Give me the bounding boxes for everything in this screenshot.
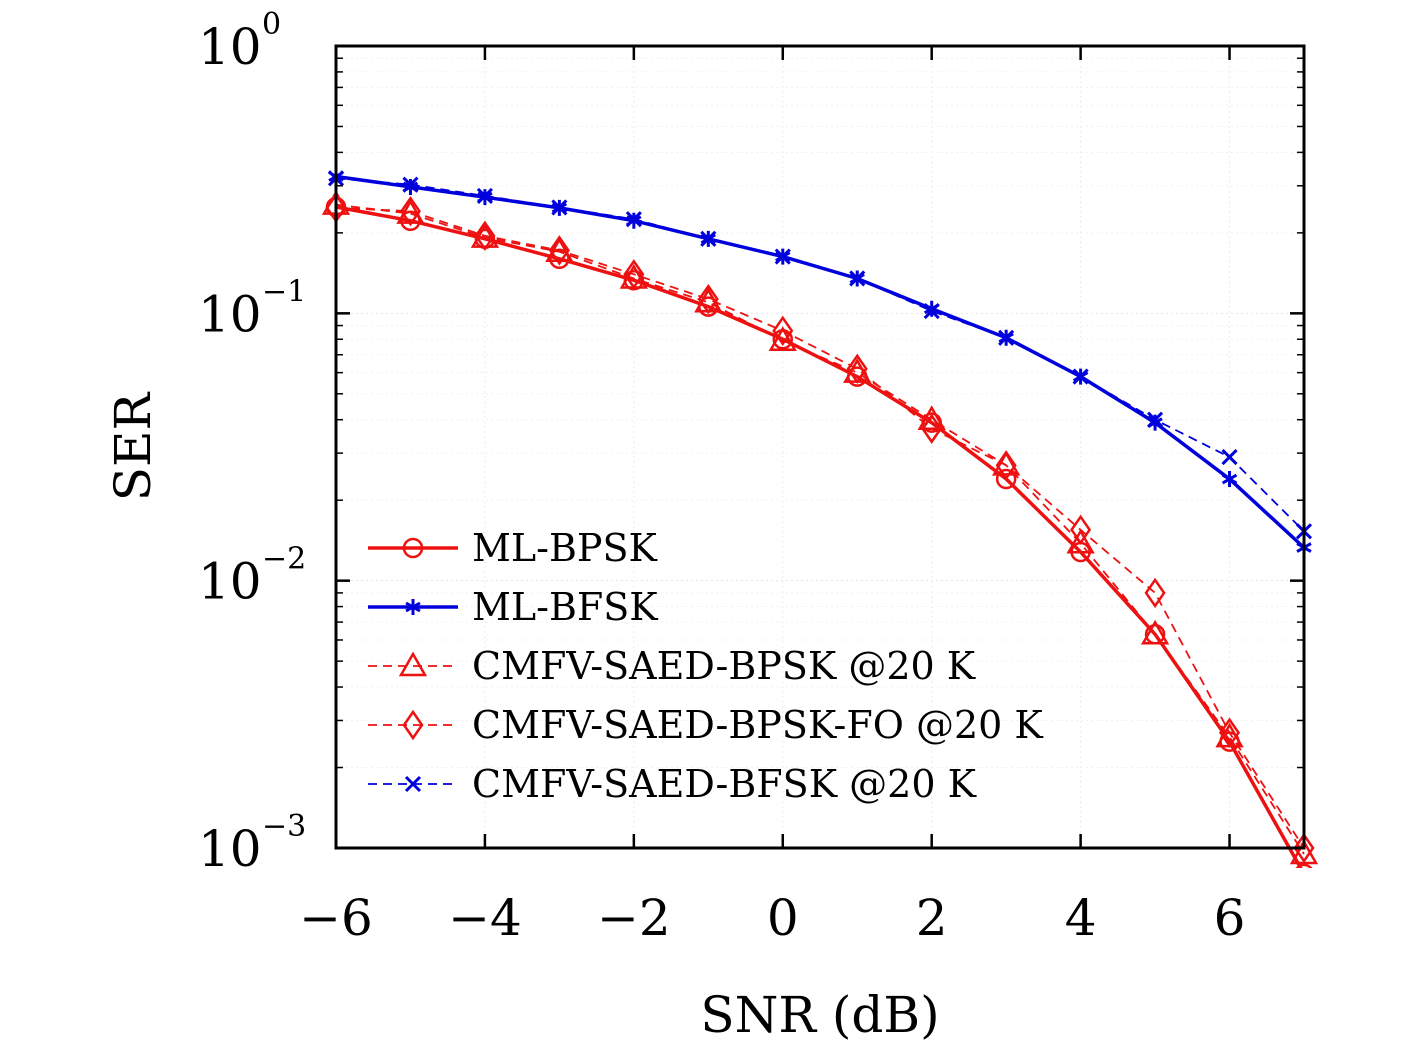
y-tick-label: 10 <box>198 553 262 611</box>
triangle-marker <box>768 326 797 351</box>
legend-item: CMFV-SAED-BPSK @20 K <box>368 644 976 688</box>
x-tick-label: −6 <box>299 889 373 947</box>
diamond-marker <box>399 196 421 227</box>
grid-lines <box>335 46 1304 848</box>
asterisk-marker <box>700 230 717 247</box>
x-tick-label: 2 <box>916 889 948 947</box>
circle-marker <box>698 296 719 317</box>
series-ml-bfsk <box>328 168 1312 556</box>
series-ml-bpsk <box>325 196 1313 868</box>
circle-marker <box>921 412 942 433</box>
x-marker <box>1221 448 1238 466</box>
x-tick-label: −4 <box>448 889 522 947</box>
diamond-marker <box>548 235 570 266</box>
circle-marker <box>402 537 424 559</box>
circle-marker <box>400 210 421 231</box>
diamond-marker <box>772 315 794 347</box>
triangle-marker <box>991 450 1021 476</box>
circle-marker <box>1070 541 1091 563</box>
series-line <box>335 174 1306 549</box>
y-tick-label: 10 <box>198 820 262 878</box>
asterisk-marker <box>1147 414 1163 431</box>
diamond-marker <box>1144 577 1166 609</box>
x-axis-title: SNR (dB) <box>700 986 939 1044</box>
legend: ML-BPSK ML-BFSK CMFV-SAED-BPSK @20 K CMFV-S… <box>368 526 1043 806</box>
asterisk-marker <box>775 248 791 265</box>
legend-label: ML-BFSK <box>472 585 658 629</box>
asterisk-marker <box>551 199 568 216</box>
legend-item: ML-BPSK <box>368 526 658 570</box>
y-tick-exponent: −2 <box>262 542 306 577</box>
legend-item: CMFV-SAED-BPSK-FO @20 K <box>368 703 1043 747</box>
series-line <box>335 205 1303 868</box>
legend-label: CMFV-SAED-BPSK @20 K <box>472 644 976 688</box>
legend-item: CMFV-SAED-BFSK @20 K <box>368 762 977 806</box>
x-tick-label: −2 <box>597 889 671 947</box>
circle-marker <box>1295 863 1313 868</box>
circle-marker <box>995 468 1017 490</box>
legend-label: CMFV-SAED-BPSK-FO @20 K <box>472 703 1043 747</box>
asterisk-marker <box>626 212 642 229</box>
plot-frame <box>334 44 1306 850</box>
diamond-marker <box>697 283 719 315</box>
axis-ticks <box>334 44 1304 850</box>
legend-label: ML-BPSK <box>472 526 658 570</box>
asterisk-marker <box>998 329 1014 346</box>
asterisk-marker <box>402 178 419 195</box>
asterisk-marker <box>849 270 865 287</box>
diamond-marker <box>1219 717 1241 748</box>
asterisk-marker <box>1221 471 1238 488</box>
series-line <box>335 207 1305 849</box>
circle-marker <box>549 248 570 270</box>
y-tick-label: 10 <box>198 285 262 343</box>
series-line <box>335 177 1305 532</box>
x-marker <box>404 775 422 793</box>
triangle-marker <box>545 237 574 262</box>
circle-marker <box>1144 624 1166 645</box>
diamond-marker <box>1293 832 1315 864</box>
diamond-marker <box>623 259 645 290</box>
y-tick-exponent: −3 <box>262 809 306 844</box>
asterisk-marker <box>477 189 493 206</box>
asterisk-marker <box>1072 368 1089 385</box>
circle-marker <box>474 228 496 250</box>
x-tick-label: 0 <box>767 889 799 947</box>
y-tick-exponent: 0 <box>262 7 281 42</box>
legend-label: CMFV-SAED-BFSK @20 K <box>472 762 977 806</box>
legend-item: ML-BFSK <box>368 585 658 629</box>
circle-marker <box>772 328 794 350</box>
diamond-marker <box>846 353 868 385</box>
asterisk-marker <box>923 300 940 317</box>
triangle-marker <box>398 651 428 677</box>
diamond-marker <box>402 709 424 741</box>
circle-marker <box>1219 731 1240 752</box>
x-tick-label: 6 <box>1214 889 1246 947</box>
circle-marker <box>623 269 645 291</box>
y-axis-title: SER <box>104 391 162 501</box>
y-tick-label: 10 <box>198 18 262 76</box>
x-tick-labels: −6 −4 −2 0 2 4 6 <box>299 889 1245 947</box>
diamond-marker <box>921 413 943 444</box>
asterisk-marker <box>405 599 421 615</box>
circle-marker <box>846 366 868 387</box>
y-tick-exponent: −1 <box>262 274 306 309</box>
x-tick-label: 4 <box>1065 889 1097 947</box>
